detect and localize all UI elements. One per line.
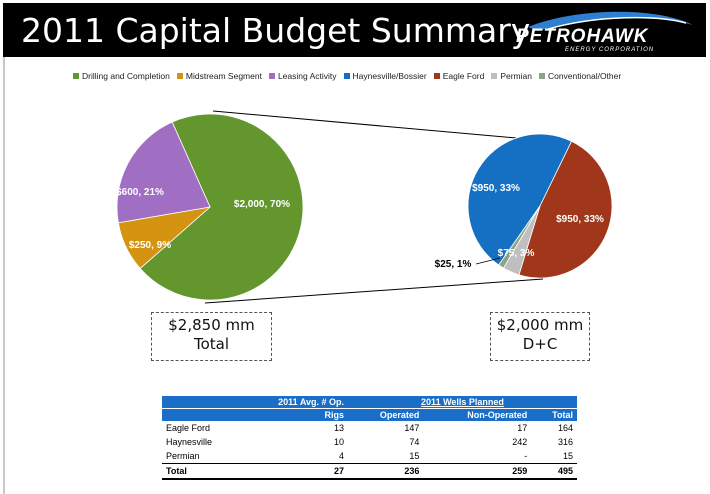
legend-item: Eagle Ford: [433, 69, 485, 83]
title-bar: 2011 Capital Budget Summary PETROHAWK EN…: [3, 3, 706, 57]
legend-swatch: [268, 73, 275, 79]
dc-budget-box: $2,000 mm D+C: [490, 312, 590, 361]
pie-data-label: $600, 21%: [116, 187, 164, 198]
legend-item: Drilling and Completion: [73, 69, 170, 83]
total-rigs: 27: [270, 463, 348, 480]
row-total: 15: [562, 451, 573, 461]
page-title: 2011 Capital Budget Summary: [21, 11, 531, 50]
row-total: 316: [557, 437, 573, 447]
total-budget-amount: $2,850 mm: [168, 316, 255, 334]
logo-subtitle: ENERGY CORPORATION: [565, 47, 655, 53]
row-nonoperated: 17: [517, 423, 528, 433]
row-operated: 74: [409, 437, 420, 447]
table-corner-header: [162, 396, 270, 409]
legend-swatch: [73, 73, 79, 79]
legend-swatch: [176, 73, 183, 79]
row-nonoperated: 242: [512, 437, 528, 447]
logo-name: PETROHAWK: [516, 26, 649, 47]
total-total: 495: [531, 463, 577, 480]
legend-label: Leasing Activity: [277, 71, 337, 81]
legend-item: Midstream Segment: [176, 69, 262, 83]
dc-budget-label: D+C: [522, 335, 558, 353]
total-name: Total: [162, 463, 270, 480]
row-operated: 147: [404, 423, 420, 433]
pie-slice: [139, 113, 304, 301]
legend-label: Midstream Segment: [185, 71, 262, 81]
row-rigs: 4: [338, 451, 344, 461]
total-budget-box: $2,850 mm Total: [151, 312, 272, 361]
connector-line-bottom: [204, 278, 544, 304]
legend-item: Haynesville/Bossier: [343, 69, 427, 83]
row-rigs: 13: [333, 423, 344, 433]
pie-data-label: $25, 1%: [435, 259, 472, 270]
pie-data-label: $950, 33%: [556, 214, 604, 225]
dc-budget-amount: $2,000 mm: [496, 316, 584, 334]
pie-slice: [467, 133, 573, 266]
legend-label: Eagle Ford: [442, 71, 485, 81]
pie-data-label: $950, 33%: [472, 183, 520, 194]
legend-swatch: [343, 73, 350, 79]
legend-item: Permian: [491, 69, 532, 83]
row-name: Permian: [166, 451, 200, 461]
legend-label: Haynesville/Bossier: [352, 71, 427, 81]
legend-label: Conventional/Other: [547, 71, 622, 81]
rigs-header: 2011 Avg. # Op.: [270, 396, 348, 409]
table-corner-header-2: [162, 408, 270, 421]
pie-data-label: $2,000, 70%: [234, 199, 290, 210]
total-budget-label: Total: [193, 335, 230, 353]
table-row: Permian 4 15 - 15: [162, 449, 577, 464]
legend-label: Permian: [500, 71, 532, 81]
legend-item: Leasing Activity: [268, 69, 337, 83]
row-operated: 15: [409, 451, 420, 461]
pie-slice: [498, 205, 541, 269]
row-rigs: 10: [333, 437, 344, 447]
pie-data-label: $250, 9%: [129, 240, 171, 251]
wells-header: 2011 Wells Planned: [348, 396, 577, 409]
table-row: Haynesville 10 74 242 316: [162, 435, 577, 449]
row-total: 164: [557, 423, 573, 433]
pie-slice: [116, 121, 211, 224]
legend-swatch: [433, 73, 440, 79]
operated-header: Operated: [348, 408, 424, 421]
row-nonoperated: -: [524, 451, 528, 461]
table-row: Eagle Ford 13 147 17 164: [162, 421, 577, 435]
chart-legend: Drilling and Completion Midstream Segment…: [73, 69, 621, 83]
total-nonoperated: 259: [423, 463, 532, 480]
legend-label: Drilling and Completion: [82, 71, 170, 81]
pie-slice: [518, 140, 613, 279]
rigs-header-2: Rigs: [270, 408, 348, 421]
row-name: Haynesville: [166, 437, 213, 447]
legend-swatch: [491, 73, 498, 79]
logo-swoosh-icon: [528, 11, 693, 31]
company-logo: PETROHAWK ENERGY CORPORATION: [508, 9, 698, 55]
total-header: Total: [531, 408, 577, 421]
connector-line-top: [212, 110, 573, 144]
slide-border: [3, 57, 5, 494]
table-total-row: Total 27 236 259 495: [162, 463, 577, 480]
wells-table: 2011 Avg. # Op. 2011 Wells Planned Rigs …: [162, 396, 577, 480]
total-operated: 236: [348, 463, 424, 480]
label-leader-line: [475, 257, 501, 265]
pie-data-label: $75, 3%: [498, 248, 535, 259]
legend-item: Conventional/Other: [538, 69, 622, 83]
row-name: Eagle Ford: [166, 423, 211, 433]
nonoperated-header: Non-Operated: [423, 408, 532, 421]
legend-swatch: [538, 73, 545, 79]
